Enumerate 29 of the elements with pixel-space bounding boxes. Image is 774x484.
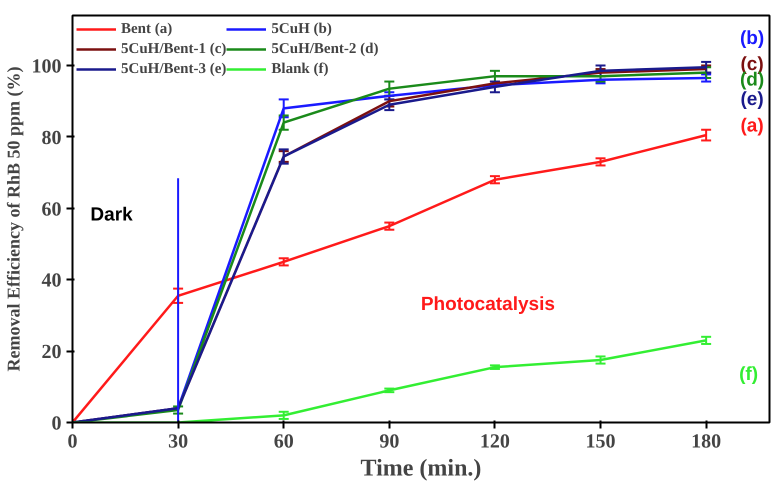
x-axis-title: Time (min.)	[360, 456, 482, 482]
legend-label: 5CuH/Bent-1 (c)	[121, 40, 226, 58]
y-tick-label: 0	[52, 412, 62, 434]
legend-label: 5CuH (b)	[271, 20, 332, 38]
annotation: (f)	[739, 364, 758, 385]
annotation: (b)	[740, 28, 764, 50]
x-tick-label: 150	[586, 430, 616, 452]
legend-label: 5CuH/Bent-3 (e)	[121, 60, 226, 78]
x-tick-label: 90	[379, 430, 400, 452]
legend-label: Bent (a)	[121, 20, 172, 38]
y-tick-label: 100	[32, 55, 62, 78]
x-tick-label: 0	[68, 430, 78, 452]
annotation: Photocatalysis	[420, 294, 555, 315]
x-tick-label: 120	[480, 430, 510, 452]
y-tick-label: 20	[42, 341, 62, 364]
x-tick-label: 30	[168, 430, 188, 452]
y-tick-label: 60	[42, 198, 62, 220]
x-tick-label: 180	[691, 430, 722, 452]
annotation: (c)	[740, 54, 764, 75]
legend-label: Blank (f)	[271, 60, 328, 78]
annotation: (a)	[740, 116, 764, 137]
legend-label: 5CuH/Bent-2 (d)	[271, 40, 378, 58]
x-tick-label: 60	[274, 430, 294, 452]
annotation: Dark	[90, 204, 134, 226]
annotation: (e)	[740, 88, 764, 110]
y-axis-title: Removal Efficiency of RhB 50 ppm (%)	[4, 66, 24, 372]
y-tick-label: 80	[42, 126, 62, 149]
y-tick-label: 40	[42, 270, 62, 292]
line-series	[72, 134, 708, 422]
